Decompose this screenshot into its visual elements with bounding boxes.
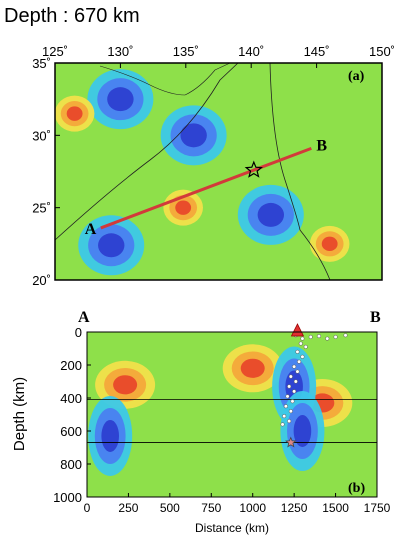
- seismicity: [280, 333, 348, 427]
- earthquake-point: [283, 404, 288, 409]
- plate-boundary-line: [55, 63, 239, 241]
- x-tick-label: 130˚: [107, 44, 133, 59]
- station-triangle-icon: [290, 323, 305, 337]
- y-tick-label: 0: [75, 325, 82, 340]
- panel-a-anomalies: [55, 69, 350, 276]
- x-tick-label: 250: [118, 501, 138, 515]
- profile-line-a-b: [100, 146, 312, 230]
- panel-a-x-ticks: 125˚ 130˚ 135˚ 140˚ 145˚ 150˚: [42, 44, 395, 68]
- anomaly-fast: [107, 87, 134, 112]
- earthquake-point: [300, 354, 305, 359]
- panel-b-frame: [86, 331, 378, 498]
- profile-end-label: B: [316, 137, 327, 154]
- panel-b-x-ticks: 0 250 500 750 1000 1250 1500 1750: [84, 493, 391, 515]
- earthquake-point: [325, 336, 330, 341]
- earthquake-point: [295, 349, 300, 354]
- profile-start-label: A: [85, 221, 97, 238]
- x-tick-label: 500: [160, 501, 180, 515]
- panel-b-section: [87, 332, 377, 497]
- earthquake-point: [343, 333, 348, 338]
- y-tick-label: 200: [60, 358, 82, 373]
- x-tick-label: 1000: [239, 501, 266, 515]
- x-tick-label: 1750: [364, 501, 391, 515]
- x-tick-label: 140˚: [238, 44, 264, 59]
- earthquake-point: [316, 334, 322, 339]
- cross-section-right-label: B: [370, 309, 381, 326]
- y-tick-label: 600: [60, 424, 82, 439]
- y-axis-label: Depth (km): [11, 377, 28, 451]
- anomaly-slow: [321, 236, 338, 252]
- panel-b-label: (b): [348, 481, 365, 496]
- earthquake-point: [282, 414, 287, 419]
- anomaly-fast: [293, 415, 312, 447]
- earthquake-point: [288, 374, 293, 379]
- cross-section-left-label: A: [78, 309, 90, 326]
- earthquake-point: [290, 399, 295, 404]
- panel-a-map: [55, 63, 382, 280]
- earthquake-point: [300, 336, 305, 341]
- coastline: [99, 63, 231, 96]
- x-tick-label: 1250: [281, 501, 308, 515]
- trench-line: [269, 63, 331, 280]
- anomaly-fast: [101, 419, 119, 452]
- panel-a-y-ticks: 35˚ 30˚ 25˚ 20˚: [32, 56, 60, 288]
- earthquake-point: [297, 359, 302, 364]
- earthquake-point: [298, 341, 303, 346]
- anomaly-slow: [66, 106, 83, 121]
- earthquake-point: [292, 364, 297, 369]
- anomaly-fast: [180, 123, 207, 148]
- y-tick-label: 20˚: [32, 273, 51, 288]
- event-star-icon: [285, 436, 297, 448]
- panel-a: A B (a) 125˚ 130˚ 135˚ 140˚ 145˚ 150˚ 35˚ 30˚ 2…: [32, 44, 395, 288]
- panel-b: A B (b) 0 250 500 750 1000 1250 1500 1750 0 200 4…: [11, 309, 391, 535]
- x-tick-label: 150˚: [369, 44, 395, 59]
- x-tick-label: 1500: [322, 501, 349, 515]
- earthquake-point: [292, 389, 297, 394]
- earthquake-point: [308, 334, 313, 340]
- x-tick-label: 0: [84, 501, 91, 515]
- panel-b-anomalies: [88, 344, 353, 476]
- anomaly-fast: [257, 202, 285, 227]
- panel-a-frame: [54, 62, 383, 281]
- y-tick-label: 25˚: [32, 201, 51, 216]
- x-tick-label: 750: [201, 501, 221, 515]
- earthquake-point: [303, 344, 308, 349]
- panel-b-y-ticks: 0 200 400 600 800 1000: [53, 325, 91, 505]
- earthquake-point: [288, 409, 293, 414]
- earthquake-point: [295, 369, 300, 374]
- earthquake-point: [333, 334, 338, 340]
- anomaly-slow: [175, 200, 192, 215]
- reference-depth-lines: [87, 399, 377, 443]
- earthquake-point: [287, 384, 292, 389]
- anomaly-slow: [240, 358, 265, 378]
- y-tick-label: 400: [60, 391, 82, 406]
- earthquake-point: [287, 419, 292, 424]
- panel-a-label: (a): [348, 69, 365, 84]
- x-axis-label: Distance (km): [195, 521, 269, 535]
- y-tick-label: 800: [60, 457, 82, 472]
- earthquake-point: [293, 379, 298, 384]
- y-tick-label: 1000: [53, 490, 82, 505]
- x-tick-label: 145˚: [304, 44, 330, 59]
- anomaly-slow: [113, 375, 138, 395]
- x-tick-label: 135˚: [173, 44, 199, 59]
- y-tick-label: 30˚: [32, 128, 51, 143]
- y-tick-label: 35˚: [32, 56, 51, 71]
- anomaly-fast: [98, 233, 125, 258]
- earthquake-point: [280, 422, 285, 427]
- event-star-icon: [244, 160, 263, 178]
- earthquake-point: [285, 394, 290, 399]
- x-tick-label: 125˚: [42, 44, 68, 59]
- figure-title: Depth : 670 km: [4, 5, 140, 27]
